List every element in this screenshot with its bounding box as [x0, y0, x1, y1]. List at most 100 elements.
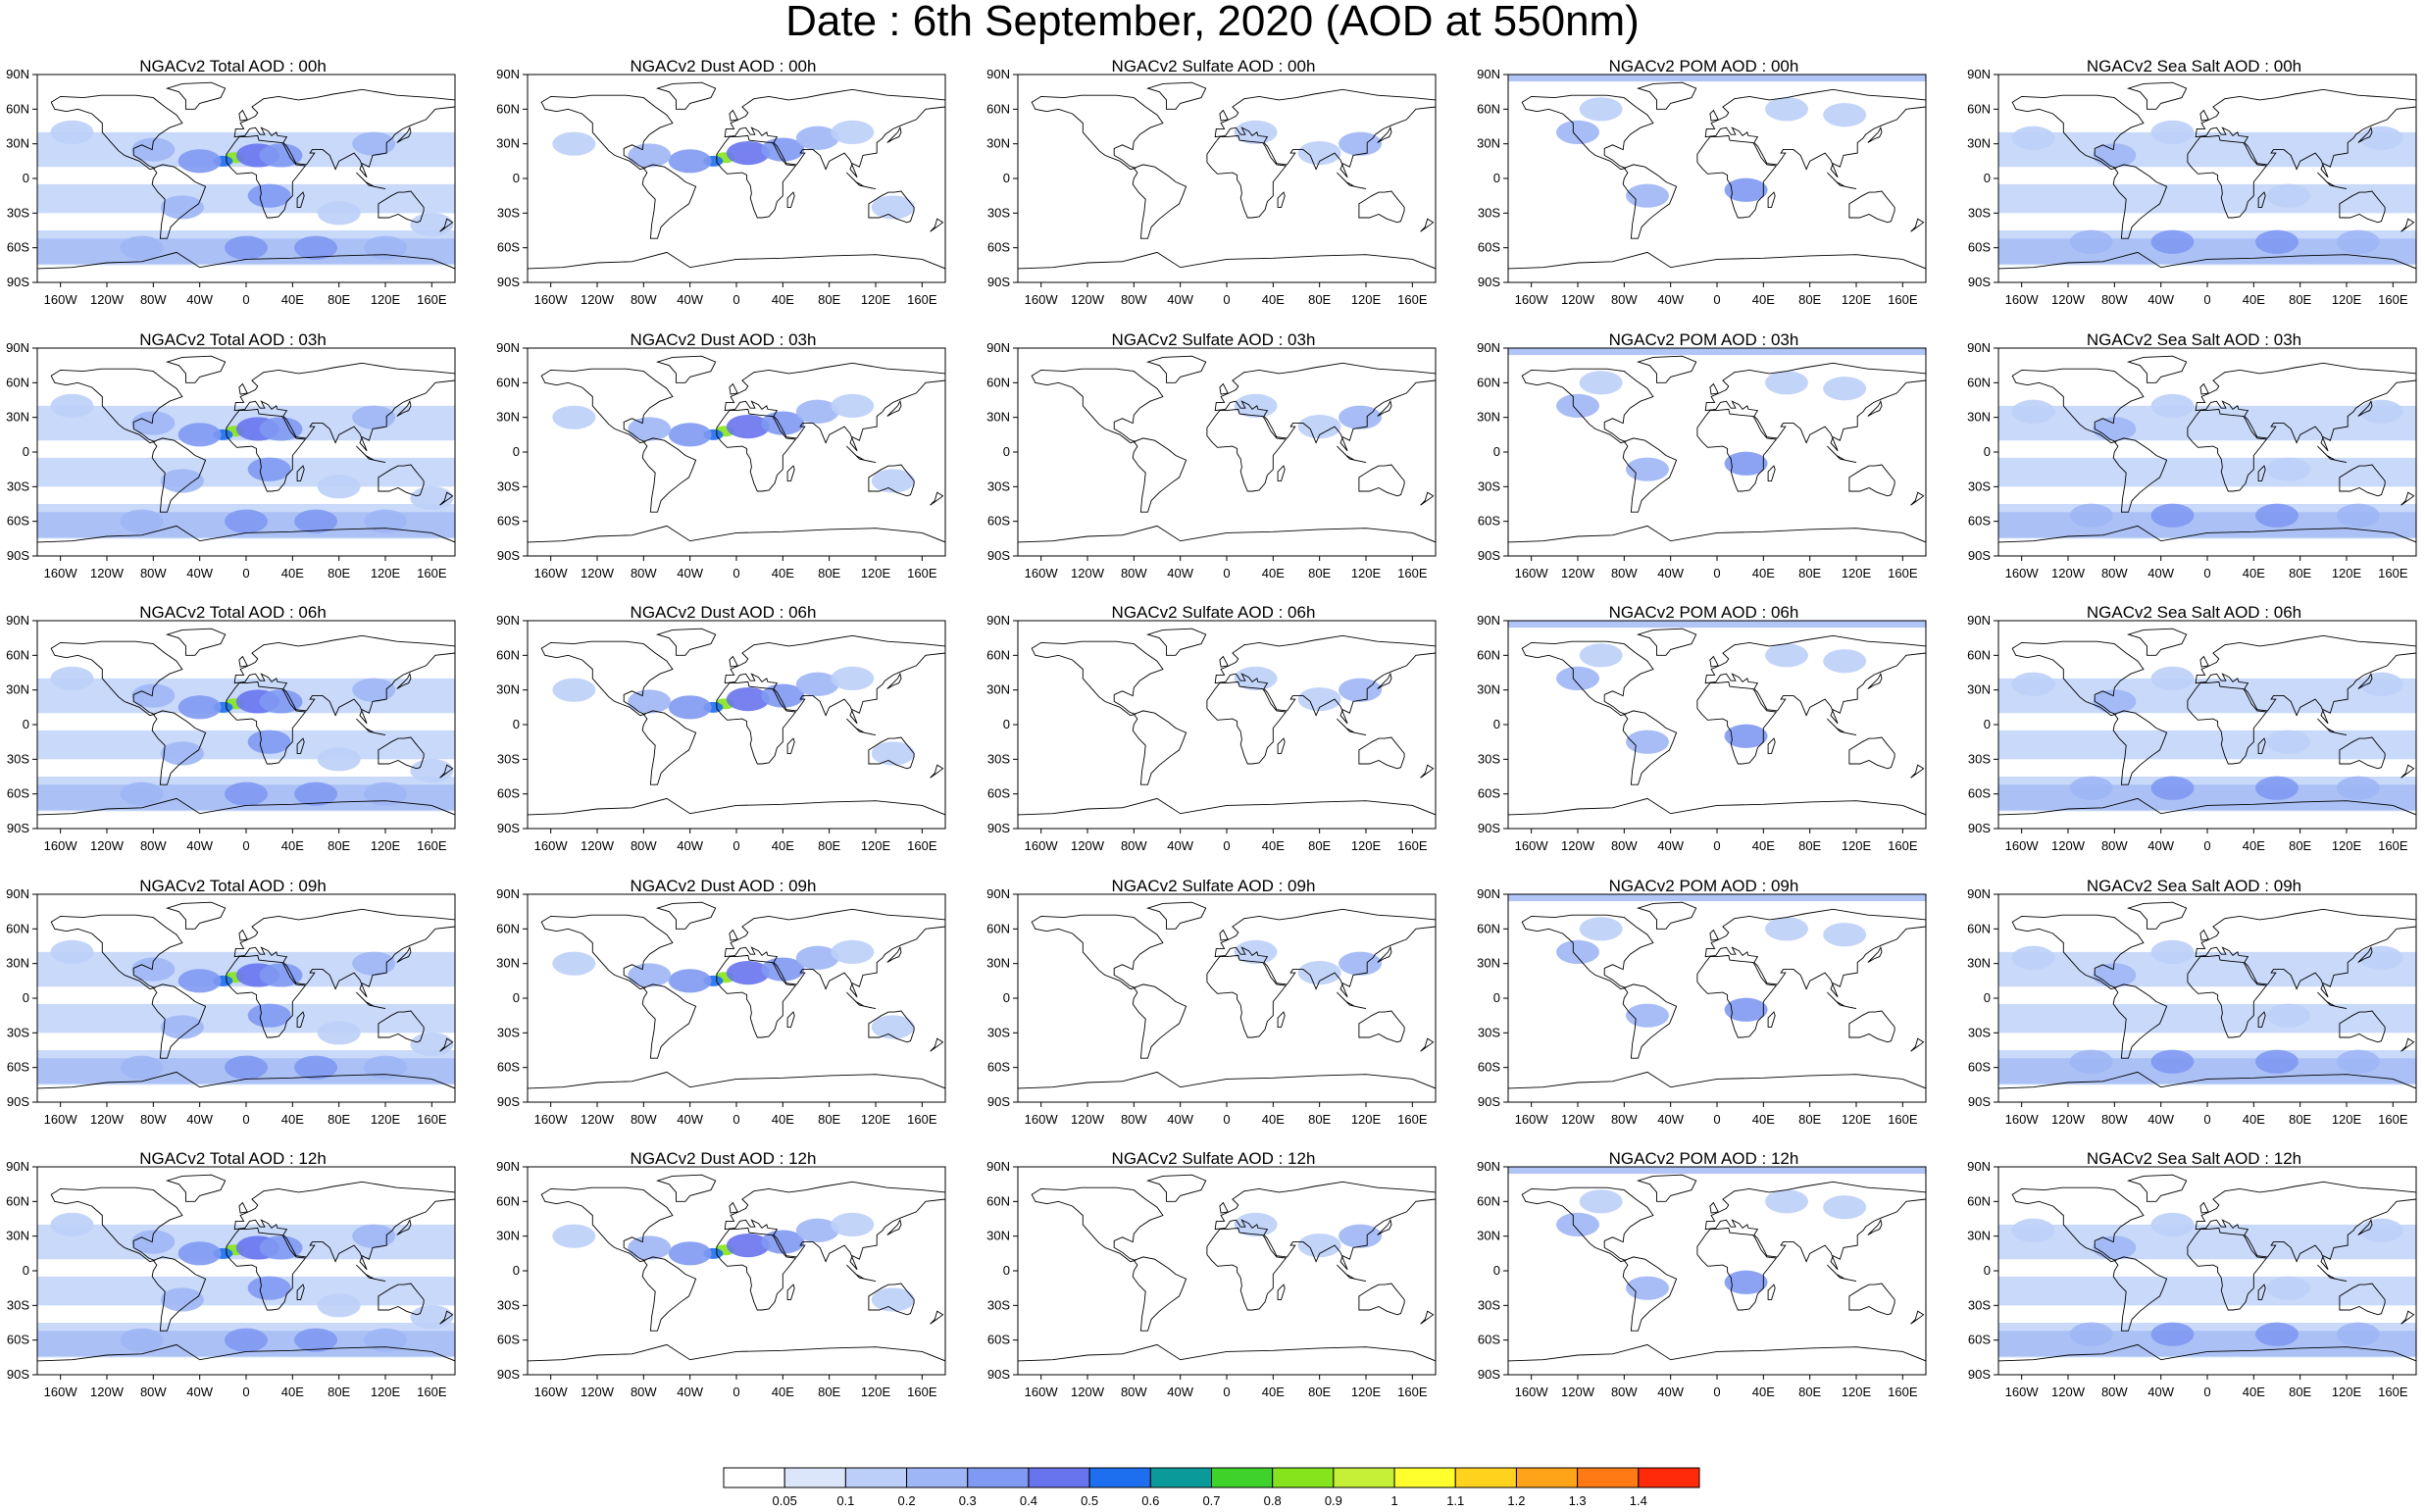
- coastline-australia: [868, 1010, 915, 1043]
- colorbar-label: 0.05: [773, 1493, 797, 1508]
- panel-title: NGACv2 Sulfate AOD : 06h: [1111, 603, 1316, 622]
- map-plot: 160W 120W 80W 40W 0 40E 80E 120E 160E 90N 60N 30N 0 3…: [986, 67, 1437, 307]
- coastline-africa: [716, 134, 797, 219]
- coastline-south-america: [151, 437, 207, 513]
- lat-tick-label: 0: [23, 444, 29, 459]
- lon-tick-label: 40W: [186, 566, 213, 580]
- coastline-indonesia: [2317, 1264, 2348, 1283]
- lon-tick-label: 160E: [907, 566, 937, 580]
- aod-contour: [726, 960, 770, 985]
- lon-tick-label: 80E: [2289, 292, 2311, 307]
- aod-contour: [2336, 229, 2380, 254]
- coastline-japan: [1867, 399, 1883, 417]
- coastline-eurasia: [1704, 1181, 1926, 1271]
- map-plot: 160W 120W 80W 40W 0 40E 80E 120E 160E 90N 60N 30N 0 3…: [6, 613, 456, 853]
- map-plot: 160W 120W 80W 40W 0 40E 80E 120E 160E 90N 60N 30N 0 3…: [496, 67, 946, 307]
- lat-tick-label: 30N: [1477, 682, 1500, 697]
- lon-tick-label: 120W: [1071, 1385, 1105, 1399]
- lat-tick-label: 30N: [1477, 136, 1500, 151]
- aod-contour: [50, 666, 94, 690]
- map-panel: NGACv2 Dust AOD : 12h 160W 120W 80W 40W 0 40E 8…: [490, 1149, 956, 1416]
- coastline-greenland: [1636, 355, 1697, 383]
- aod-contour: [120, 235, 164, 260]
- coastline-eurasia: [1704, 634, 1926, 725]
- lat-tick-label: 60N: [6, 375, 29, 389]
- panel-title: NGACv2 Dust AOD : 06h: [630, 603, 817, 622]
- aod-colorbar: 0.05 0.1 0.2 0.3 0.4 0.5 0.6 0.7 0.8 0.9 1 1.1 1.2 1.…: [723, 1467, 1700, 1508]
- lat-tick-label: 0: [1003, 717, 1010, 731]
- colorbar-box: [1638, 1467, 1700, 1488]
- aod-contour: [247, 457, 291, 481]
- lon-tick-label: 0: [1713, 566, 1720, 580]
- lon-tick-label: 80E: [1798, 1385, 1821, 1399]
- aod-contour: [2255, 1322, 2299, 1346]
- aod-contour: [831, 1212, 875, 1236]
- coastline-new-zealand: [439, 764, 454, 779]
- aod-contour: [552, 131, 596, 156]
- coastline-new-zealand: [930, 218, 944, 232]
- lon-tick-label: 160W: [2005, 566, 2040, 580]
- lon-tick-label: 80W: [140, 838, 167, 853]
- lat-tick-label: 30S: [497, 1025, 520, 1039]
- lat-tick-label: 60S: [1968, 1333, 1991, 1347]
- aod-contour: [2011, 399, 2055, 424]
- coastline-madagascar: [786, 191, 795, 208]
- coastline-uk: [1219, 655, 1229, 668]
- lat-tick-label: 60N: [6, 647, 29, 662]
- lon-tick-label: 0: [2203, 292, 2210, 307]
- coastline-south-america: [2112, 1256, 2168, 1332]
- lon-tick-label: 40E: [1752, 1385, 1775, 1399]
- coastline-indonesia: [356, 172, 386, 190]
- coastline-eurasia: [1214, 362, 1436, 452]
- lat-tick-label: 30N: [496, 956, 520, 971]
- lat-tick-label: 60N: [496, 921, 520, 935]
- panel-title: NGACv2 POM AOD : 03h: [1608, 330, 1799, 349]
- colorbar-label: 0.7: [1202, 1493, 1220, 1508]
- map-panel: NGACv2 Total AOD : 12h 160W 120W 80W 40W 0 40E…: [0, 1149, 466, 1416]
- coastline-eurasia: [233, 634, 455, 725]
- lon-tick-label: 40E: [772, 838, 794, 853]
- coastline-greenland: [1145, 628, 1207, 656]
- map-background: [1508, 621, 1926, 829]
- coastline-south-america: [2112, 164, 2168, 239]
- lon-tick-label: 40W: [2147, 1112, 2174, 1127]
- map-panel: NGACv2 Sulfate AOD : 03h 160W 120W 80W 40W 0 4…: [981, 330, 1446, 597]
- map-panel: NGACv2 Dust AOD : 03h 160W 120W 80W 40W 0 40E 8…: [490, 330, 956, 597]
- aod-contour: [160, 1015, 204, 1039]
- aod-contour: [352, 405, 396, 429]
- lon-tick-label: 80W: [140, 292, 167, 307]
- coastline-eurasia: [724, 634, 945, 725]
- panel-title: NGACv2 Dust AOD : 09h: [630, 877, 817, 895]
- lon-tick-label: 40E: [2243, 566, 2265, 580]
- lon-tick-label: 120E: [2332, 838, 2362, 853]
- map-panel: NGACv2 Sea Salt AOD : 12h 160W 120W 80W 40W 0…: [1961, 1149, 2425, 1416]
- lat-tick-label: 0: [1493, 1263, 1500, 1278]
- lon-tick-label: 120E: [1351, 1385, 1382, 1399]
- aod-contour: [761, 411, 805, 435]
- lon-tick-label: 80E: [328, 838, 350, 853]
- lat-tick-label: 60N: [1477, 101, 1500, 116]
- aod-contour: [131, 957, 176, 982]
- lon-tick-label: 120W: [1071, 566, 1105, 580]
- lon-tick-label: 0: [242, 1112, 249, 1127]
- map-plot: 160W 120W 80W 40W 0 40E 80E 120E 160E 90N 60N 30N 0 3…: [1477, 67, 1927, 307]
- coastline-eurasia: [2195, 88, 2416, 178]
- lon-tick-label: 80W: [1121, 1112, 1147, 1127]
- lon-tick-label: 80E: [1308, 292, 1331, 307]
- lat-tick-label: 90N: [1967, 1159, 1991, 1174]
- lon-tick-label: 40E: [1752, 838, 1775, 853]
- lat-tick-label: 30N: [6, 682, 29, 697]
- coastline-madagascar: [1277, 1284, 1286, 1300]
- lat-tick-label: 30N: [986, 136, 1010, 151]
- lon-tick-label: 120W: [2051, 292, 2086, 307]
- coastline-indonesia: [1827, 991, 1857, 1010]
- aod-contour: [131, 137, 176, 162]
- lon-tick-label: 40W: [186, 1385, 213, 1399]
- coastline-greenland: [1636, 628, 1697, 656]
- coastline-australia: [1358, 464, 1405, 497]
- coastline-new-zealand: [1420, 491, 1435, 506]
- aod-contour: [2150, 939, 2195, 964]
- coastline-north-america: [50, 1186, 183, 1263]
- lat-tick-label: 90N: [1967, 67, 1991, 81]
- aod-contour: [726, 686, 770, 712]
